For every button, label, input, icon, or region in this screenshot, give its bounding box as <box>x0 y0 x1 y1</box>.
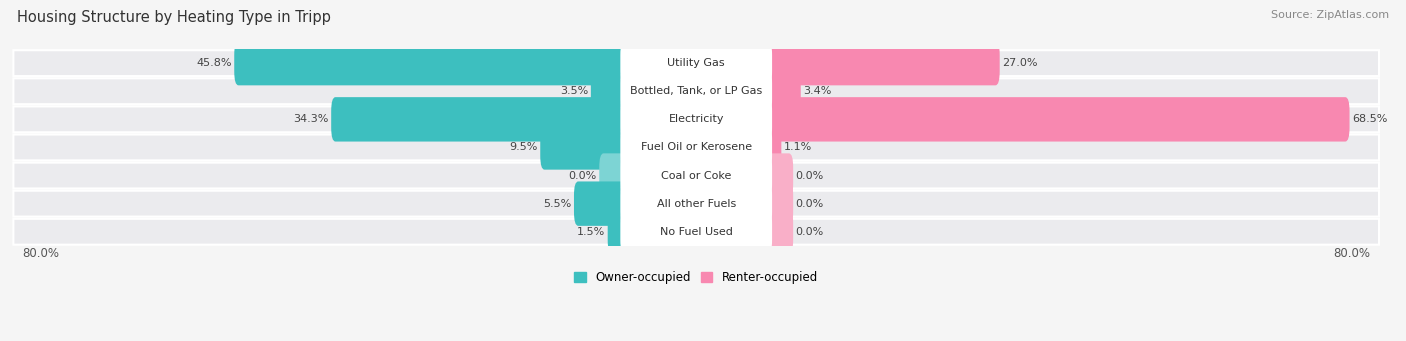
Text: 3.4%: 3.4% <box>803 86 831 96</box>
Text: No Fuel Used: No Fuel Used <box>659 227 733 237</box>
FancyBboxPatch shape <box>14 163 1379 189</box>
FancyBboxPatch shape <box>607 210 628 254</box>
Text: 9.5%: 9.5% <box>509 143 537 152</box>
FancyBboxPatch shape <box>763 210 793 254</box>
FancyBboxPatch shape <box>763 69 801 114</box>
Text: 27.0%: 27.0% <box>1002 58 1038 68</box>
Text: 0.0%: 0.0% <box>796 227 824 237</box>
FancyBboxPatch shape <box>620 181 772 226</box>
Text: 0.0%: 0.0% <box>796 170 824 180</box>
FancyBboxPatch shape <box>574 181 628 226</box>
FancyBboxPatch shape <box>14 219 1379 245</box>
Text: 34.3%: 34.3% <box>294 114 329 124</box>
FancyBboxPatch shape <box>620 125 772 170</box>
Text: 3.5%: 3.5% <box>560 86 588 96</box>
FancyBboxPatch shape <box>620 153 772 198</box>
FancyBboxPatch shape <box>763 181 793 226</box>
FancyBboxPatch shape <box>763 97 1350 142</box>
Text: Bottled, Tank, or LP Gas: Bottled, Tank, or LP Gas <box>630 86 762 96</box>
FancyBboxPatch shape <box>620 209 772 254</box>
FancyBboxPatch shape <box>235 41 628 85</box>
FancyBboxPatch shape <box>599 153 628 198</box>
FancyBboxPatch shape <box>763 41 1000 85</box>
Text: 80.0%: 80.0% <box>22 247 59 260</box>
Text: 68.5%: 68.5% <box>1353 114 1388 124</box>
Text: All other Fuels: All other Fuels <box>657 199 735 209</box>
FancyBboxPatch shape <box>620 69 772 114</box>
Text: Housing Structure by Heating Type in Tripp: Housing Structure by Heating Type in Tri… <box>17 10 330 25</box>
Text: Source: ZipAtlas.com: Source: ZipAtlas.com <box>1271 10 1389 20</box>
Text: 1.5%: 1.5% <box>576 227 605 237</box>
Text: 5.5%: 5.5% <box>543 199 571 209</box>
FancyBboxPatch shape <box>14 50 1379 76</box>
FancyBboxPatch shape <box>14 134 1379 160</box>
FancyBboxPatch shape <box>620 97 772 142</box>
Text: Utility Gas: Utility Gas <box>668 58 725 68</box>
Text: 80.0%: 80.0% <box>1334 247 1371 260</box>
FancyBboxPatch shape <box>14 106 1379 132</box>
FancyBboxPatch shape <box>14 78 1379 104</box>
FancyBboxPatch shape <box>591 69 628 114</box>
Text: 1.1%: 1.1% <box>785 143 813 152</box>
FancyBboxPatch shape <box>620 41 772 86</box>
Text: 0.0%: 0.0% <box>568 170 596 180</box>
Text: Electricity: Electricity <box>668 114 724 124</box>
Text: 0.0%: 0.0% <box>796 199 824 209</box>
Text: Coal or Coke: Coal or Coke <box>661 170 731 180</box>
Legend: Owner-occupied, Renter-occupied: Owner-occupied, Renter-occupied <box>569 267 823 289</box>
Text: 45.8%: 45.8% <box>197 58 232 68</box>
Text: Fuel Oil or Kerosene: Fuel Oil or Kerosene <box>641 143 752 152</box>
FancyBboxPatch shape <box>763 153 793 198</box>
FancyBboxPatch shape <box>332 97 628 142</box>
FancyBboxPatch shape <box>763 125 782 170</box>
FancyBboxPatch shape <box>14 191 1379 217</box>
FancyBboxPatch shape <box>540 125 628 170</box>
